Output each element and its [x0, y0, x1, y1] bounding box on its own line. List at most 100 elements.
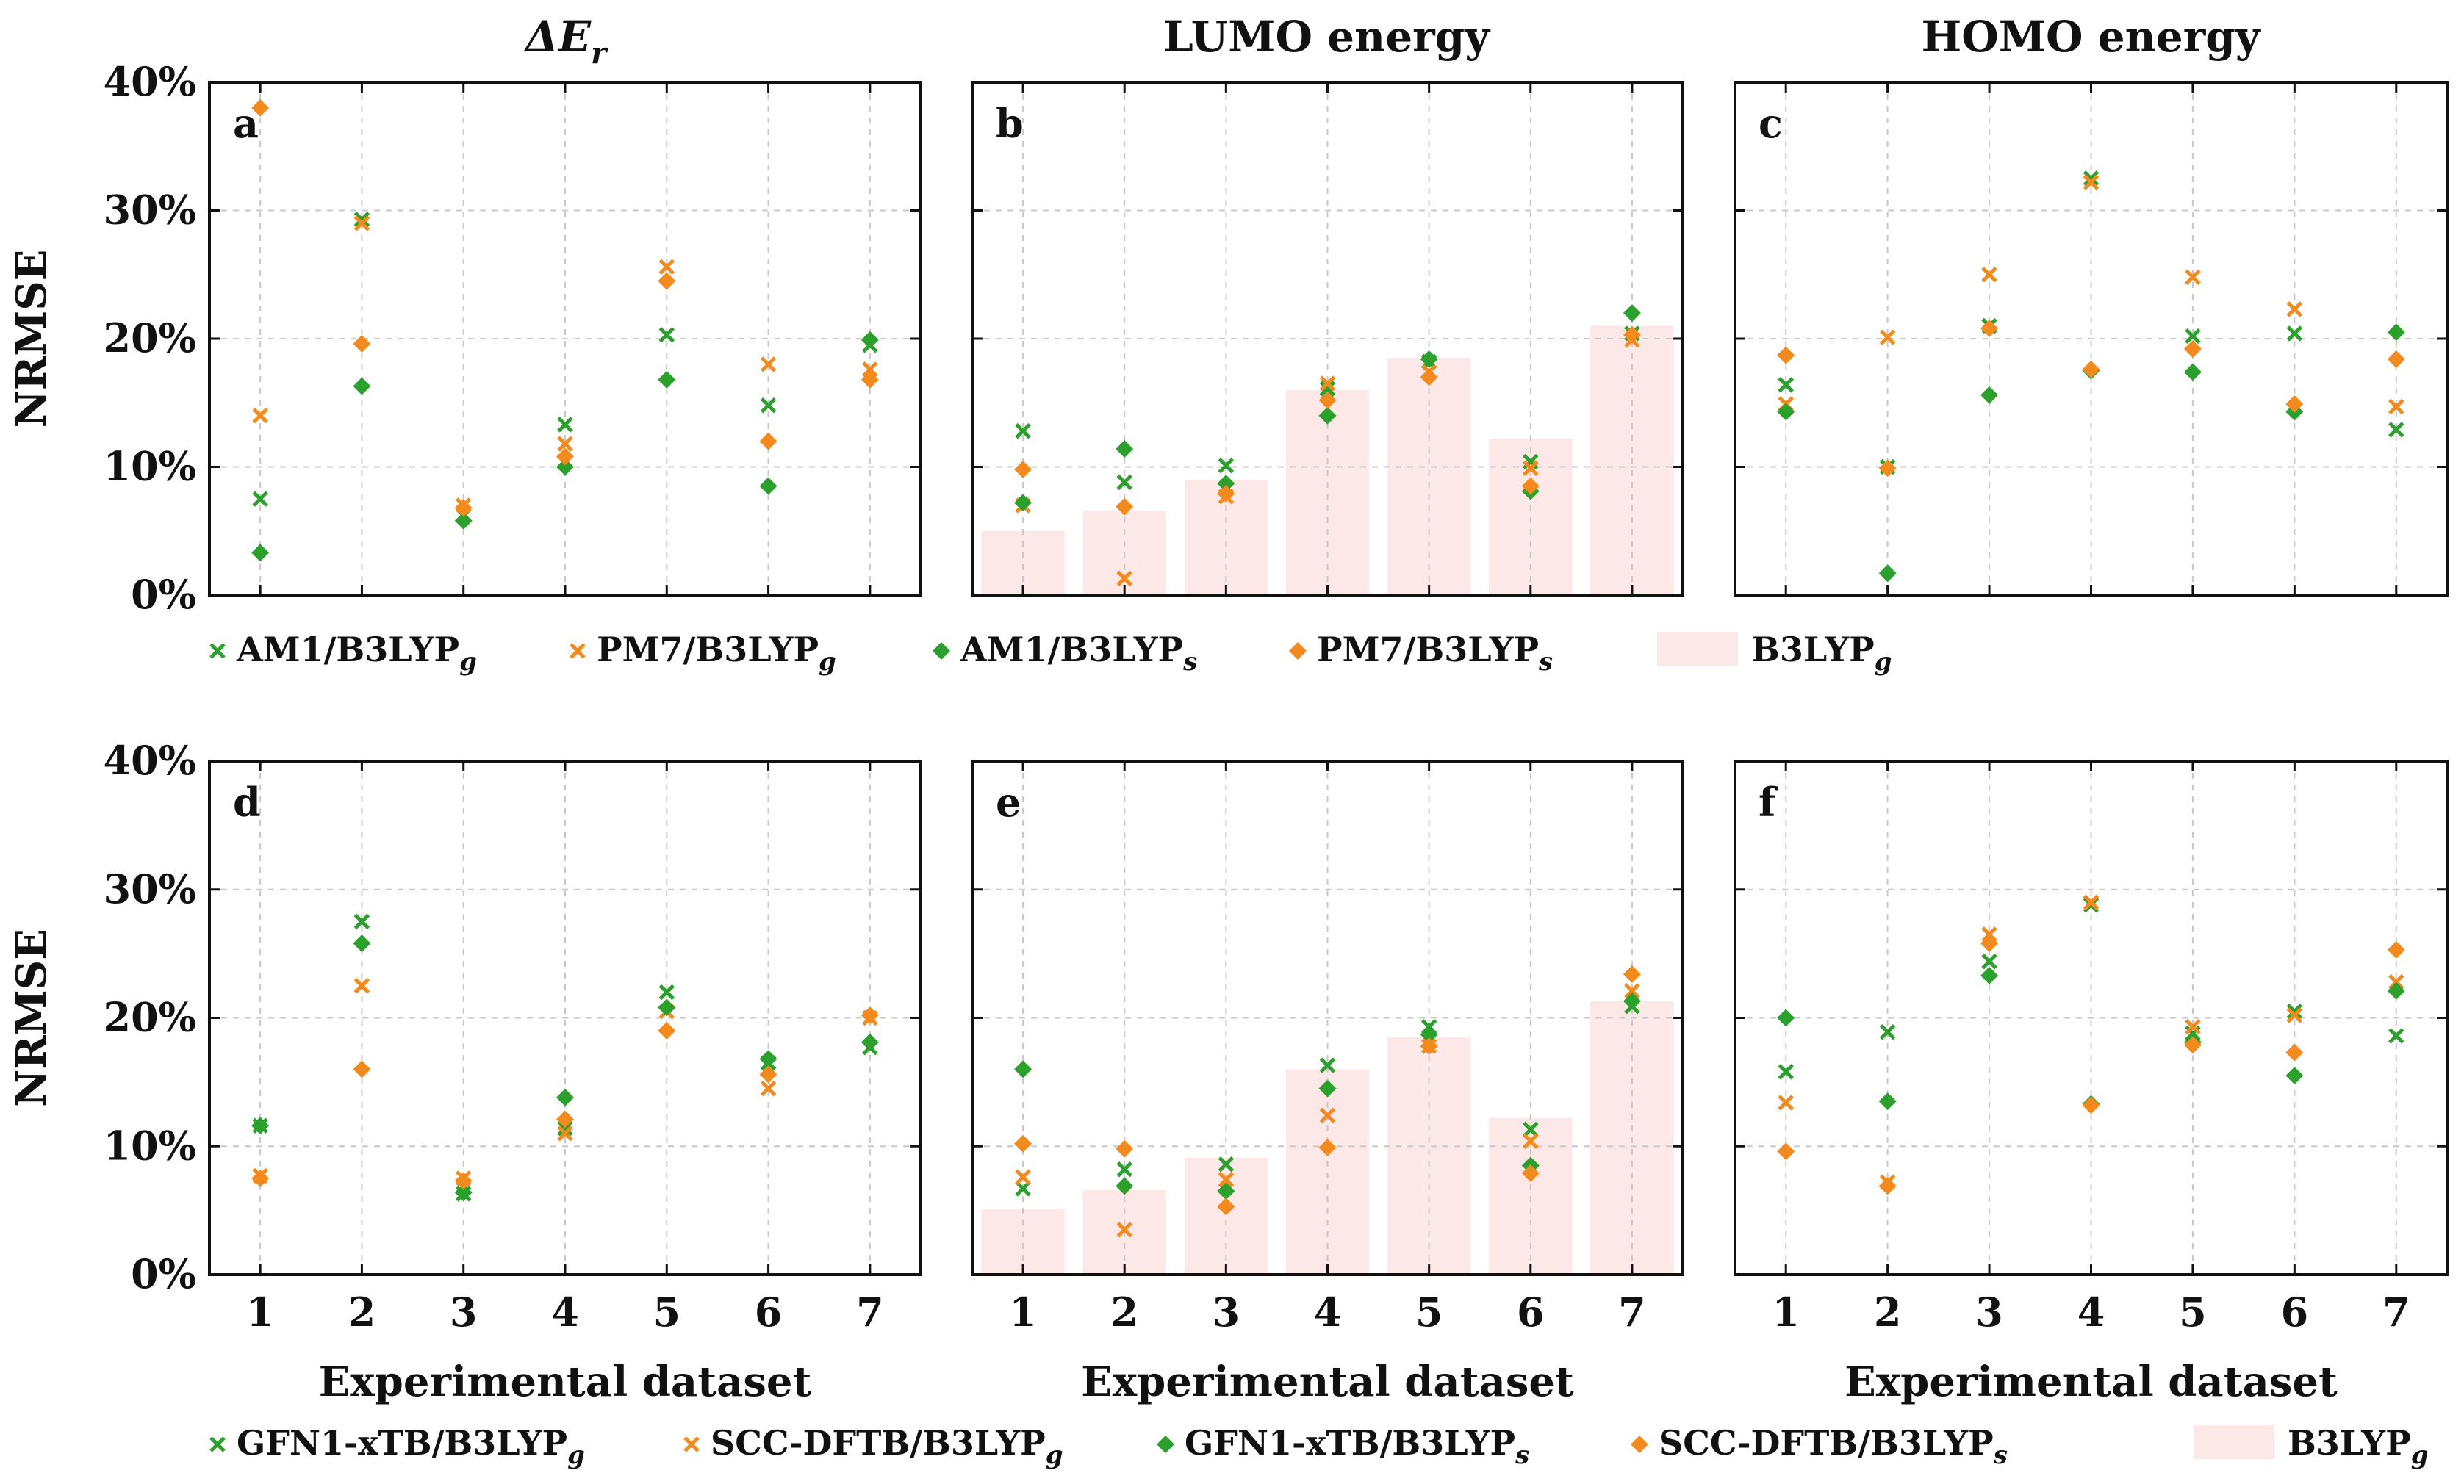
data-point	[454, 499, 473, 517]
data-point	[2083, 174, 2100, 190]
data-point	[557, 1125, 573, 1142]
legend-swatch-x	[683, 1436, 700, 1452]
legend-entry: AM1/B3LYPg	[209, 630, 477, 677]
data-point	[2082, 1096, 2100, 1114]
xtick-label: 1	[1772, 1289, 1800, 1336]
data-point	[252, 491, 268, 507]
data-point	[2387, 350, 2405, 368]
data-point	[2286, 301, 2303, 317]
legend-swatch-x	[209, 643, 226, 659]
data-point	[1981, 953, 1997, 970]
legend-label-sub: s	[1993, 1441, 2008, 1470]
data-point	[1014, 1134, 1032, 1153]
legend-label-sub: s	[1515, 1441, 1529, 1470]
data-point	[1015, 422, 1031, 439]
data-point	[1318, 391, 1337, 409]
xtick-label: 3	[1975, 1289, 2003, 1336]
data-point	[1980, 934, 1999, 953]
data-point	[2285, 1067, 2304, 1085]
data-point	[1879, 1023, 1896, 1040]
series-gfn1-xtb-b3lyp-g	[1778, 896, 2404, 1080]
data-point	[1778, 1064, 1794, 1080]
legend-label-sub: g	[567, 1441, 585, 1470]
legend-entry: SCC-DFTB/B3LYPg	[683, 1423, 1063, 1470]
xtick-label: 1	[1009, 1289, 1037, 1336]
legend-label-main: PM7/B3LYP	[597, 630, 819, 669]
xtick-label: 6	[1517, 1289, 1545, 1336]
data-point	[1218, 1156, 1235, 1173]
legend-swatch-bar	[1657, 632, 1738, 666]
ytick-label: 30%	[104, 187, 196, 234]
data-point	[1623, 304, 1641, 323]
data-point	[2387, 981, 2405, 1000]
data-point	[760, 356, 777, 372]
data-point	[353, 1060, 371, 1078]
data-point	[1318, 1138, 1337, 1156]
legend-label: SCC-DFTB/B3LYPs	[1659, 1423, 2008, 1470]
data-point	[557, 417, 573, 433]
panel-label: f	[1759, 779, 1778, 826]
data-point	[1319, 1107, 1336, 1124]
panel-label: b	[996, 100, 1024, 147]
data-point	[454, 511, 473, 530]
data-point	[353, 215, 370, 231]
data-point	[1116, 1177, 1134, 1195]
data-point	[1981, 926, 1997, 943]
legend-label: GFN1-xTB/B3LYPg	[237, 1423, 585, 1470]
ytick-label: 40%	[104, 58, 196, 105]
series-am1-b3lyp-s	[251, 331, 879, 562]
data-point	[1980, 320, 1999, 338]
legend-swatch-diamond	[1289, 642, 1307, 660]
legend-top: AM1/B3LYPg PM7/B3LYPg AM1/B3LYPs PM7/B3LYPs…	[209, 630, 1892, 677]
legend-label: AM1/B3LYPs	[960, 630, 1197, 677]
data-point	[2286, 325, 2303, 342]
legend-label: B3LYPg	[1751, 630, 1892, 677]
data-point	[1777, 1009, 1795, 1027]
data-point	[2185, 269, 2201, 286]
data-point	[760, 1080, 777, 1097]
data-point	[2285, 1043, 2304, 1062]
data-point	[251, 1169, 270, 1187]
data-point	[353, 377, 371, 395]
xtick-label: 7	[2382, 1289, 2410, 1336]
panel-label: d	[233, 779, 261, 826]
legend-label-sub: g	[1875, 647, 1892, 677]
data-point	[861, 331, 879, 349]
series-pm7-b3lyp-s	[1777, 320, 2405, 478]
data-point	[556, 458, 574, 476]
data-point	[1217, 1197, 1235, 1216]
panel-c: c	[1734, 81, 2449, 597]
data-point	[658, 984, 675, 1001]
data-point	[1878, 1177, 1897, 1195]
data-point	[1116, 474, 1132, 491]
ytick-label: 0%	[131, 571, 196, 618]
panel-b: b	[971, 81, 1684, 597]
legend-label-sub: g	[1046, 1441, 1063, 1470]
data-point	[1878, 459, 1897, 478]
data-point	[1420, 1026, 1438, 1044]
data-point	[1778, 377, 1794, 393]
legend-label-main: AM1/B3LYP	[960, 630, 1183, 669]
panel-e: 1 2 3 4 5 6 7 e Experimental dataset	[971, 760, 1684, 1406]
data-point	[658, 1021, 676, 1040]
legend-label-sub: g	[459, 647, 477, 677]
data-point	[1981, 266, 1997, 283]
legend-label: SCC-DFTB/B3LYPg	[711, 1423, 1063, 1470]
data-point	[1014, 494, 1032, 512]
xtick-label: 7	[856, 1289, 884, 1336]
data-point	[760, 397, 777, 414]
data-point	[251, 544, 270, 562]
data-point	[1116, 440, 1134, 458]
data-point	[2388, 973, 2404, 990]
data-point	[353, 211, 370, 228]
panel-d: 0% 10% 20% 30% 40% 1 2 3 4 5 6 7 d NRMSE Experimental …	[7, 737, 922, 1406]
data-point	[1015, 1169, 1031, 1185]
data-point	[1014, 1060, 1032, 1078]
legend-label-main: GFN1-xTB/B3LYP	[1185, 1423, 1515, 1463]
data-point	[1318, 406, 1337, 425]
data-point	[1116, 570, 1132, 587]
legend-label: PM7/B3LYPg	[597, 630, 836, 677]
data-point	[2183, 1036, 2202, 1054]
data-point	[658, 326, 675, 343]
